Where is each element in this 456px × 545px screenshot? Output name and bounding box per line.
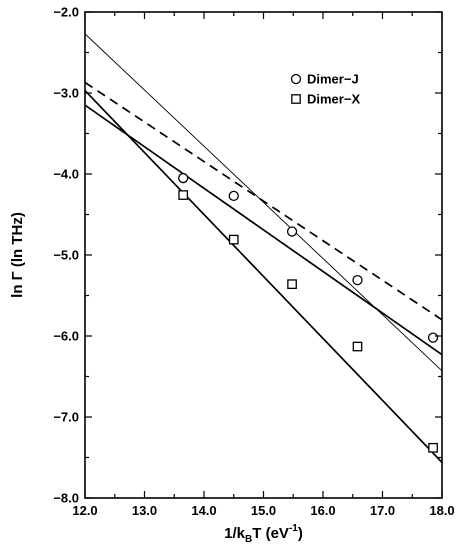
fit-lines xyxy=(85,33,442,463)
fit-line-4 xyxy=(85,33,442,372)
y-tick-label: −8.0 xyxy=(53,491,79,506)
legend-square-marker xyxy=(291,94,301,104)
dimer-x-point xyxy=(178,190,189,200)
legend-label: Dimer−J xyxy=(307,72,359,87)
y-tick-label: −6.0 xyxy=(53,329,79,344)
y-axis-label: ln Γ (ln THz) xyxy=(9,212,26,298)
fit-line-2 xyxy=(85,89,442,463)
dimer-j-point xyxy=(178,172,189,184)
x-tick-label: 12.0 xyxy=(72,503,97,518)
dimer-x-point xyxy=(228,234,239,245)
x-tick-label: 17.0 xyxy=(370,503,395,518)
y-tick-label: −2.0 xyxy=(53,5,79,20)
y-tick-label: −5.0 xyxy=(53,248,79,263)
data-markers xyxy=(178,172,439,453)
y-tick-label: −4.0 xyxy=(53,167,79,182)
axis-ticks xyxy=(84,11,443,499)
dimer-x-point xyxy=(352,341,363,352)
x-tick-label: 18.0 xyxy=(429,503,454,518)
dimer-x-point xyxy=(287,279,297,290)
tick-labels: 12.0 13.0 14.0 15.0 16.0 17.0 18.0 −8.0 −7.0 −6.0… xyxy=(53,5,454,519)
x-axis-label: 1/kBT (eV-1) xyxy=(224,523,303,545)
x-tick-label: 15.0 xyxy=(251,503,276,518)
dimer-j-point xyxy=(352,274,363,286)
y-tick-label: −3.0 xyxy=(53,86,79,101)
fit-line-1 xyxy=(85,104,442,356)
x-tick-label: 13.0 xyxy=(132,503,157,518)
x-tick-label: 14.0 xyxy=(191,503,216,518)
x-tick-label: 16.0 xyxy=(310,503,335,518)
legend-label: Dimer−X xyxy=(307,92,360,107)
dimer-j-point xyxy=(228,190,239,202)
legend-circle-marker xyxy=(290,73,302,85)
dimer-j-point xyxy=(286,226,298,237)
dimer-j-point xyxy=(427,332,439,343)
legend: Dimer−J Dimer−X xyxy=(290,72,360,107)
fit-line-3 xyxy=(85,81,442,321)
y-tick-label: −7.0 xyxy=(53,410,79,425)
dimer-x-point xyxy=(428,442,438,453)
